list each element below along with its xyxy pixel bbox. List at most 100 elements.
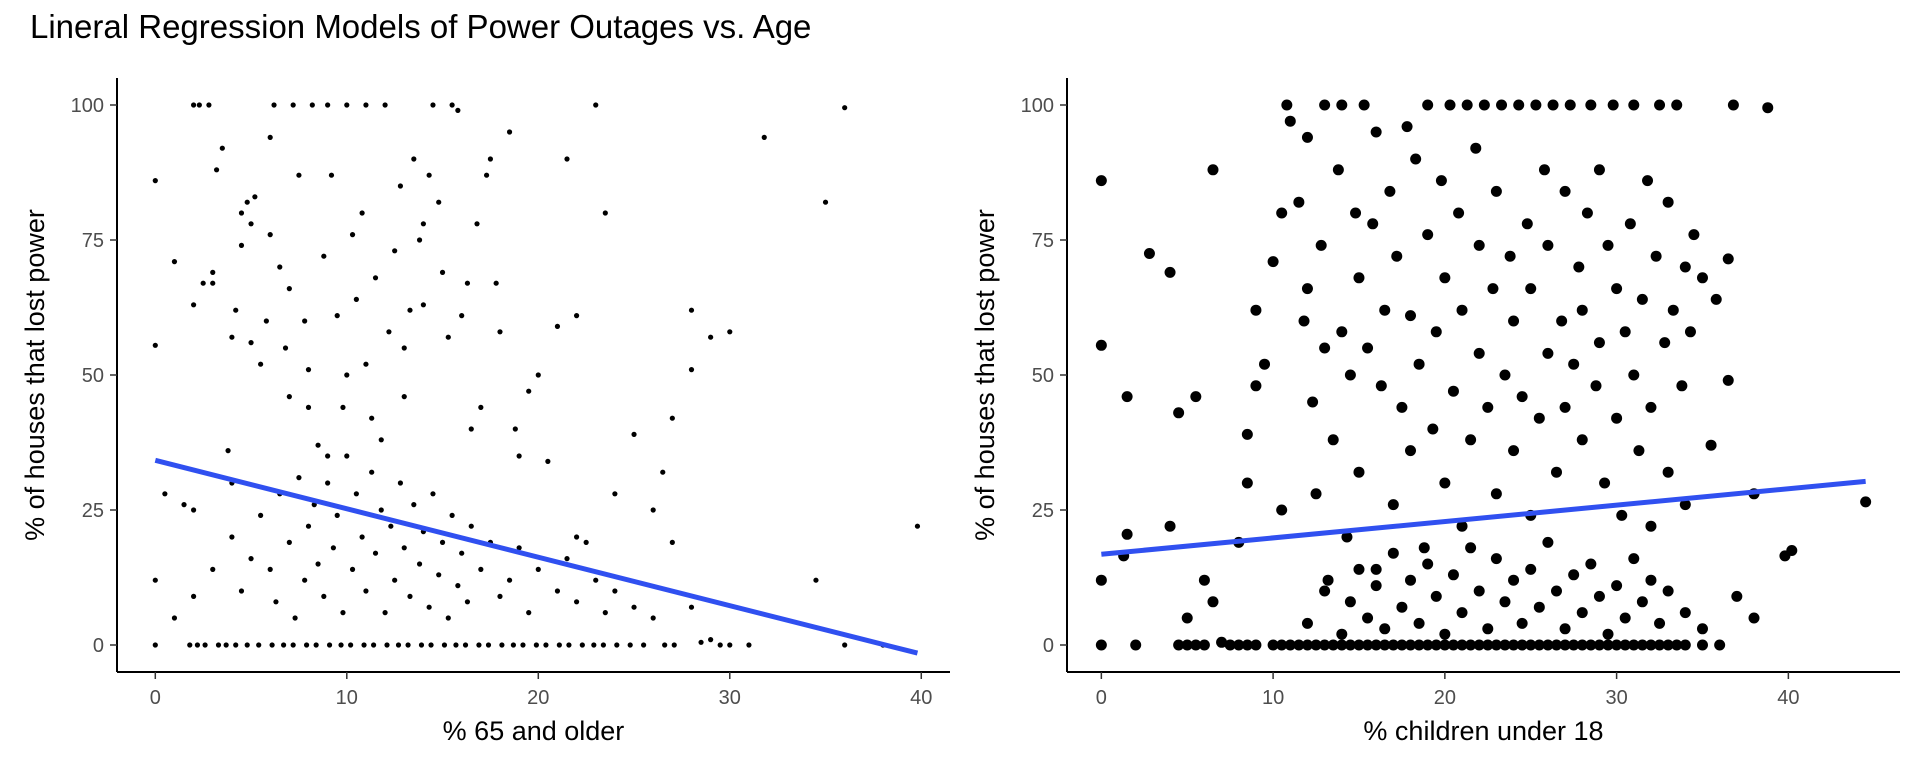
scatter-point — [1143, 248, 1155, 259]
scatter-point — [248, 340, 254, 346]
scatter-point — [445, 615, 451, 621]
scatter-point — [1370, 126, 1382, 138]
scatter-point — [1786, 545, 1798, 556]
scatter-point — [382, 610, 388, 616]
scatter-point — [152, 342, 158, 348]
scatter-point — [1525, 283, 1537, 295]
scatter-point — [1696, 639, 1708, 651]
scatter-point — [554, 323, 561, 329]
scatter-point — [401, 545, 407, 551]
scatter-point — [1576, 607, 1588, 619]
scatter-point — [397, 183, 404, 189]
scatter-point — [1860, 496, 1872, 508]
scatter-point — [225, 448, 231, 454]
scatter-point — [533, 642, 539, 648]
scatter-point — [1298, 315, 1310, 327]
scatter-point — [708, 637, 714, 643]
scatter-point — [1322, 574, 1334, 586]
scatter-point — [401, 394, 407, 400]
scatter-point — [1198, 574, 1210, 586]
scatter-point — [1513, 99, 1525, 111]
scatter-point — [1762, 102, 1774, 114]
scatter-point — [1748, 612, 1760, 624]
scatter-point — [1542, 239, 1554, 251]
y-axis-title: % of houses that lost power — [20, 209, 50, 541]
scatter-point — [302, 577, 308, 583]
scatter-point — [1705, 439, 1717, 451]
scatter-point — [1332, 164, 1344, 176]
scatter-point — [1508, 574, 1520, 586]
scatter-point — [1525, 639, 1537, 651]
scatter-point — [187, 642, 193, 648]
scatter-point — [248, 221, 254, 227]
scatter-point — [1602, 639, 1614, 651]
scatter-point — [244, 199, 250, 205]
scatter-point — [1391, 250, 1403, 262]
regression-line — [1101, 478, 1866, 557]
scatter-point — [1581, 207, 1593, 219]
scatter-point — [290, 102, 296, 108]
scatter-point — [1490, 639, 1502, 651]
scatter-point — [1710, 293, 1722, 305]
scatter-point — [1198, 639, 1210, 651]
scatter-point — [395, 642, 402, 648]
scatter-point — [244, 642, 250, 648]
scatter-point — [1344, 596, 1356, 608]
scatter-point — [1367, 218, 1379, 230]
scatter-point — [1478, 99, 1490, 111]
scatter-point — [1327, 434, 1339, 446]
scatter-point — [1281, 99, 1293, 111]
scatter-point — [392, 577, 398, 583]
scatter-point — [1496, 99, 1508, 111]
scatter-point — [499, 642, 505, 648]
scatter-point — [344, 453, 350, 459]
scatter-point — [1301, 617, 1313, 629]
scatter-point — [1250, 380, 1262, 392]
x-tick-label: 20 — [1434, 687, 1456, 709]
scatter-point — [1307, 396, 1319, 408]
scatter-point — [1095, 639, 1107, 651]
scatter-point — [516, 453, 522, 459]
scatter-point — [1576, 434, 1588, 446]
scatter-point — [813, 577, 819, 583]
scatter-point — [455, 107, 461, 113]
scatter-point — [258, 361, 264, 367]
right-panel: 0 10 20 30 40 0 25 50 75 100 % children under 18 % … — [970, 78, 1900, 746]
scatter-point — [303, 642, 310, 648]
scatter-point — [1636, 596, 1648, 608]
scatter-point — [344, 372, 350, 378]
left-panel: 0 10 20 30 40 0 25 50 75 100 % 65 and older % of ho… — [20, 78, 950, 746]
scatter-point — [487, 156, 494, 162]
scatter-point — [1418, 542, 1430, 554]
scatter-point — [286, 286, 292, 292]
scatter-point — [1624, 218, 1636, 230]
scatter-point — [1353, 563, 1365, 575]
scatter-point — [162, 491, 168, 497]
scatter-point — [305, 404, 312, 410]
scatter-point — [1490, 185, 1502, 197]
scatter-point — [1241, 639, 1253, 651]
scatter-point — [556, 642, 562, 648]
x-tick-label: 0 — [150, 687, 161, 709]
scatter-point — [1679, 639, 1691, 651]
scatter-point — [1679, 607, 1691, 619]
scatter-point — [233, 642, 239, 648]
scatter-point — [315, 442, 321, 448]
scatter-point — [436, 199, 442, 205]
scatter-point — [1619, 639, 1631, 651]
scatter-point — [1362, 342, 1374, 354]
scatter-point — [1181, 639, 1193, 651]
scatter-point — [566, 642, 572, 648]
scatter-point — [1628, 99, 1640, 111]
scatter-point — [1396, 401, 1408, 413]
scatter-point — [273, 599, 279, 605]
scatter-point — [1619, 612, 1631, 624]
scatter-point — [321, 253, 327, 259]
scatter-point — [1224, 639, 1236, 651]
scatter-point — [1301, 639, 1313, 651]
scatter-point — [1384, 185, 1396, 197]
scatter-point — [416, 237, 423, 243]
scatter-point — [1164, 266, 1176, 278]
scatter-point — [1461, 99, 1473, 111]
scatter-point — [1315, 239, 1327, 251]
